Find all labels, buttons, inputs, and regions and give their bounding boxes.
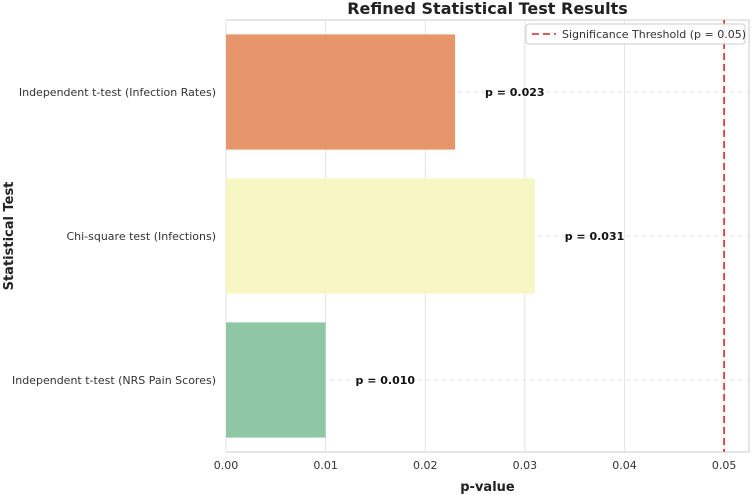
x-tick-label: 0.02 bbox=[413, 459, 438, 472]
bar bbox=[226, 34, 456, 150]
x-axis-label: p-value bbox=[460, 480, 515, 495]
bar bbox=[226, 178, 535, 294]
x-tick-label: 0.05 bbox=[712, 459, 737, 472]
chart-title: Refined Statistical Test Results bbox=[347, 0, 628, 18]
y-category-label: Chi-square test (Infections) bbox=[66, 230, 216, 243]
x-tick-label: 0.04 bbox=[612, 459, 637, 472]
legend-entry-threshold: Significance Threshold (p = 0.05) bbox=[562, 28, 746, 41]
y-axis-label: Statistical Test bbox=[2, 182, 17, 291]
data-labels: p = 0.023 p = 0.031 p = 0.010 bbox=[356, 86, 625, 387]
y-category-label: Independent t-test (NRS Pain Scores) bbox=[12, 374, 216, 387]
y-axis-categories: Independent t-test (Infection Rates) Chi-… bbox=[12, 86, 216, 387]
bar bbox=[226, 322, 326, 438]
legend-box bbox=[525, 23, 746, 45]
x-tick-label: 0.01 bbox=[313, 459, 338, 472]
y-category-label: Independent t-test (Infection Rates) bbox=[19, 86, 216, 99]
bar-value-label: p = 0.010 bbox=[356, 374, 416, 387]
x-tick-label: 0.03 bbox=[513, 459, 538, 472]
bar-value-label: p = 0.031 bbox=[565, 230, 625, 243]
x-axis-ticks: 0.00 0.01 0.02 0.03 0.04 0.05 bbox=[214, 459, 737, 472]
bars bbox=[226, 34, 535, 438]
x-tick-label: 0.00 bbox=[214, 459, 239, 472]
bar-value-label: p = 0.023 bbox=[485, 86, 545, 99]
legend: Significance Threshold (p = 0.05) bbox=[525, 23, 746, 45]
